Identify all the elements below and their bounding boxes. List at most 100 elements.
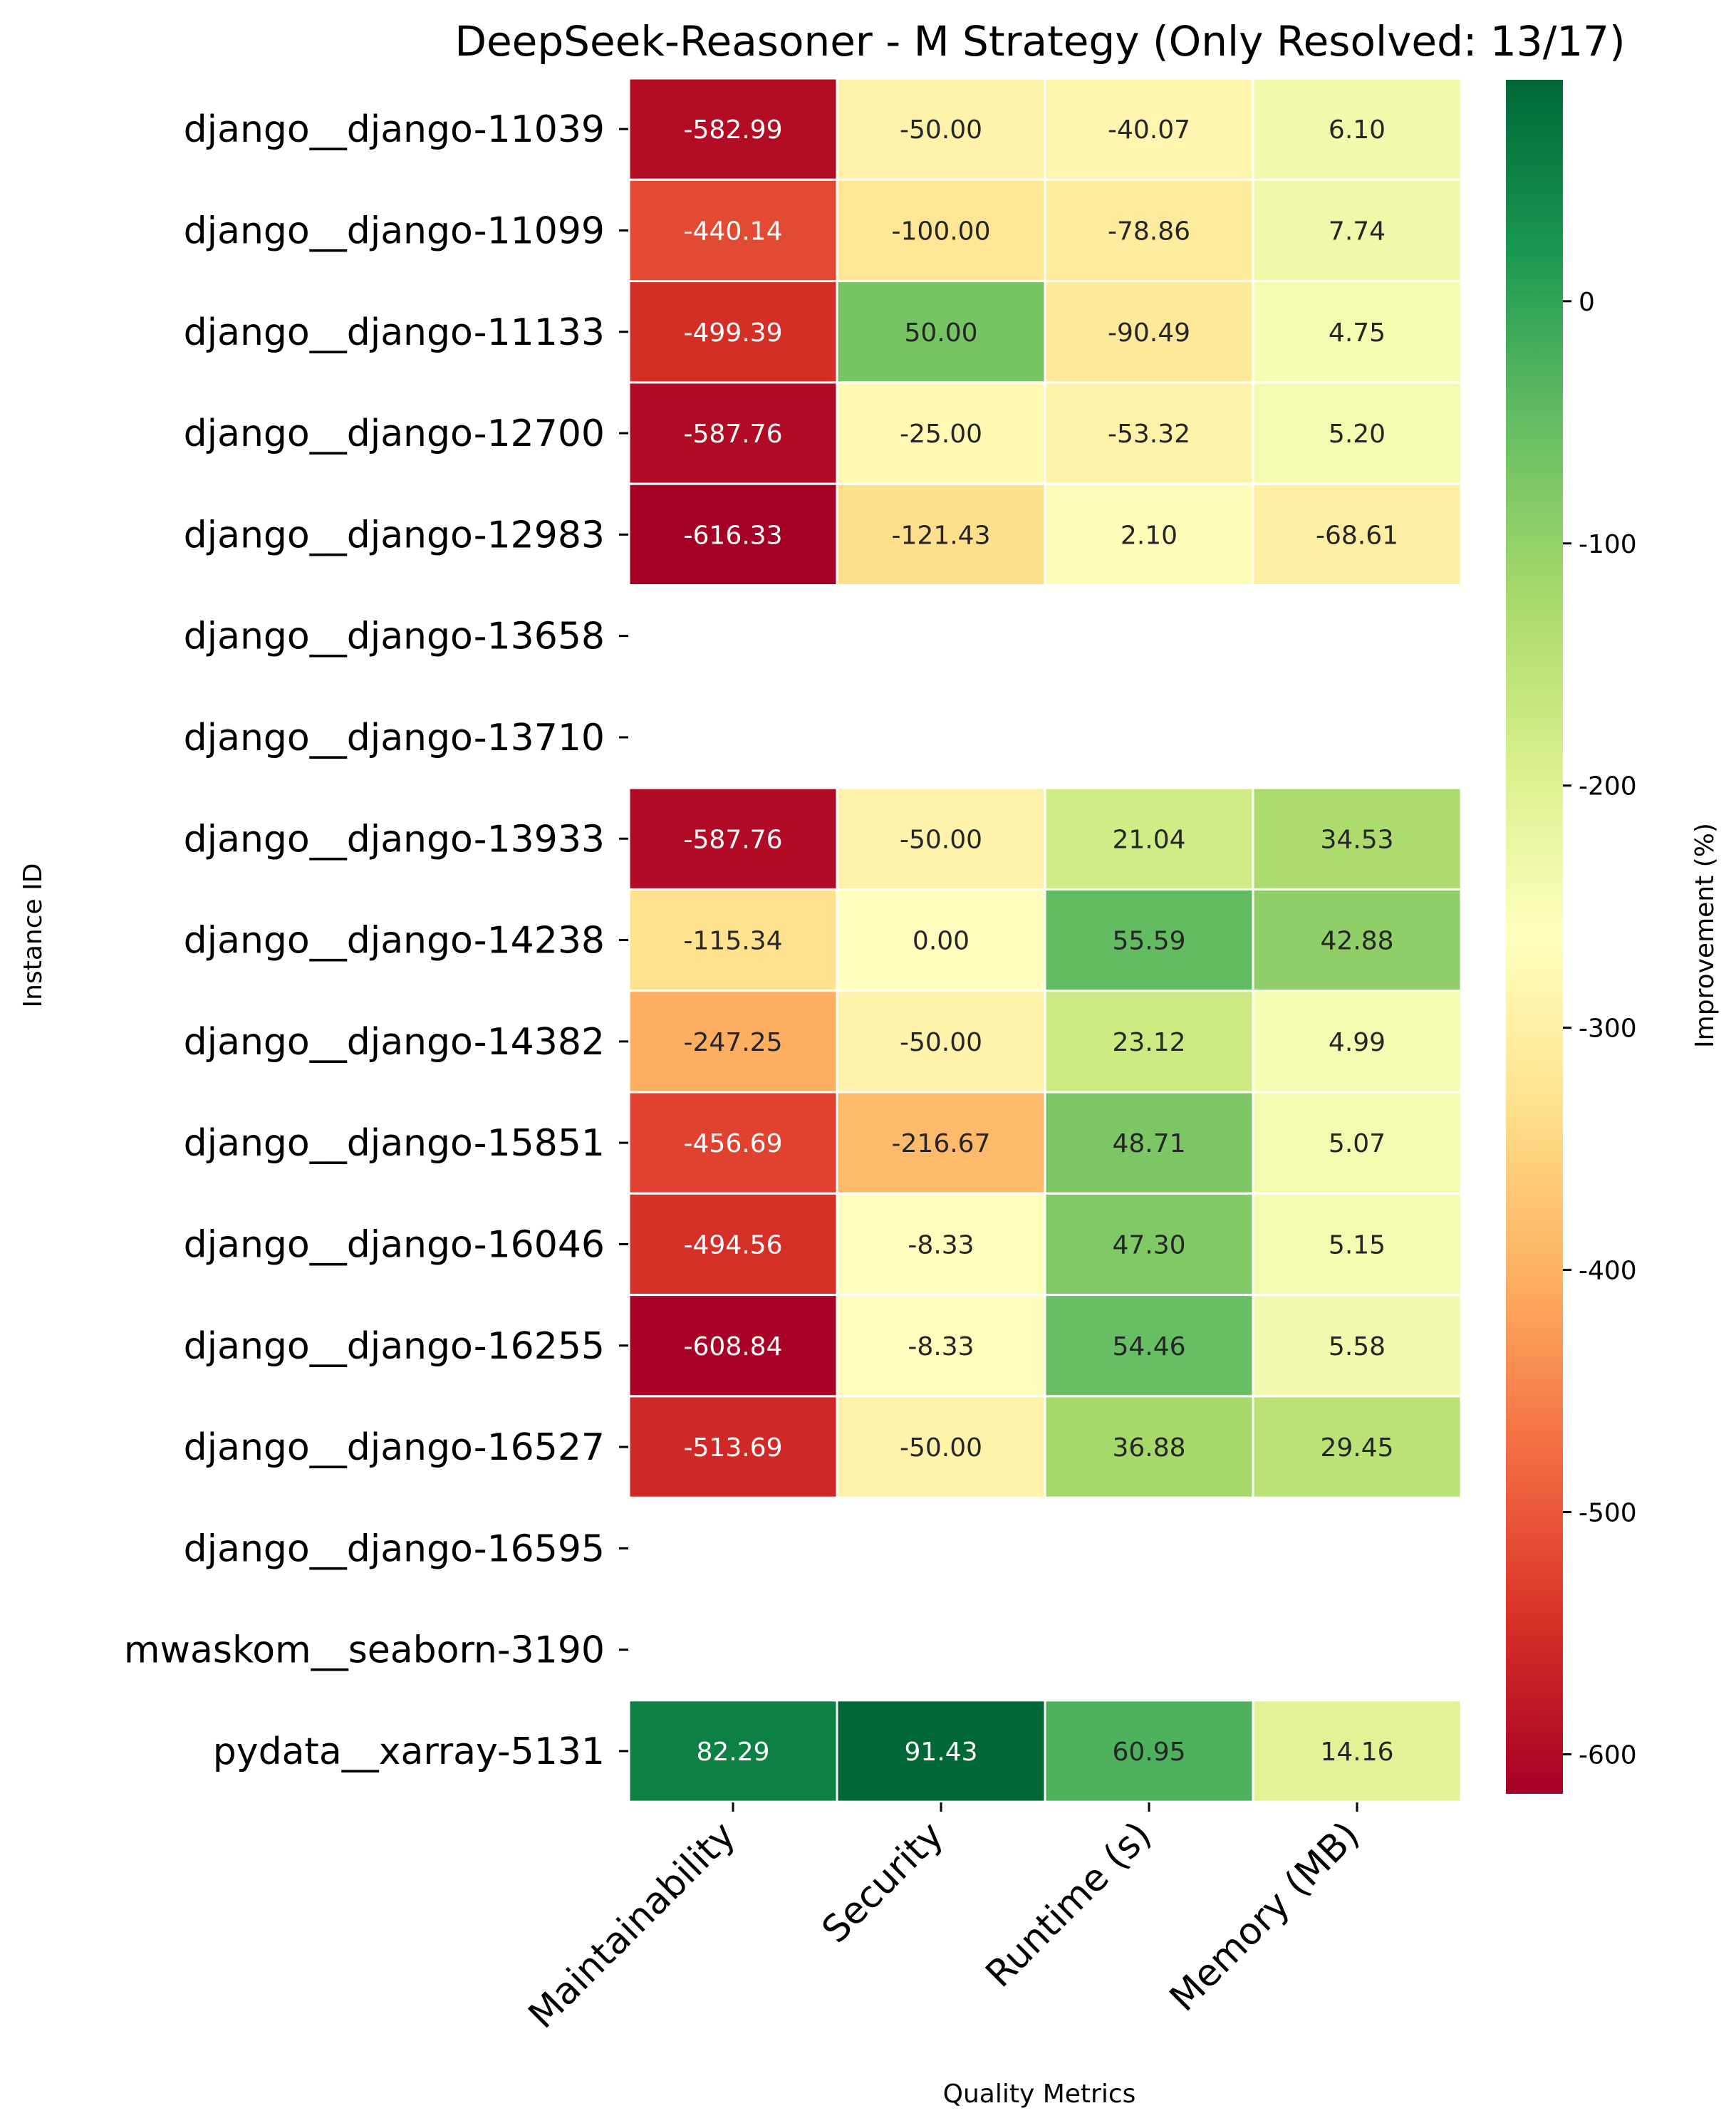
cell-value-label: 5.20 <box>1329 420 1386 449</box>
cell-value-label: -456.69 <box>684 1129 783 1158</box>
heatmap-cell <box>1252 381 1462 485</box>
cell-value-label: -513.69 <box>684 1433 783 1463</box>
heatmap-cells: -582.99 -50.00 -40.07 6.10 -440.14 -100.00 -78… <box>628 77 1462 1803</box>
heatmap-cell <box>1252 280 1462 384</box>
heatmap-cell <box>628 888 838 992</box>
cell-value-label: 7.74 <box>1329 217 1386 246</box>
heatmap-cell <box>836 1395 1046 1499</box>
y-tick-label: django__django-16046 <box>184 1223 605 1266</box>
colorbar-tick-label: -500 <box>1579 1499 1637 1528</box>
cell-value-label: 5.15 <box>1329 1230 1386 1260</box>
y-tick-label: django__django-16527 <box>184 1426 605 1469</box>
cell-value-label: -121.43 <box>892 521 991 550</box>
cell-value-label: -78.86 <box>1108 217 1190 246</box>
cell-value-label: 82.29 <box>696 1738 769 1767</box>
heatmap-cell <box>1252 1699 1462 1803</box>
colorbar-label: Improvement (%) <box>1690 823 1720 1048</box>
heatmap-cell <box>836 787 1046 891</box>
heatmap-cell <box>1044 1294 1254 1398</box>
y-axis-label: Instance ID <box>19 863 48 1008</box>
heatmap-cell <box>628 482 838 587</box>
cell-value-label: -587.76 <box>684 825 783 854</box>
cell-value-label: 4.75 <box>1329 318 1386 348</box>
colorbar-tick-label: -100 <box>1579 530 1637 559</box>
heatmap-cell <box>628 1395 838 1499</box>
cell-value-label: 5.07 <box>1329 1129 1386 1158</box>
y-tick-label: django__django-13658 <box>184 616 605 658</box>
cell-value-label: 29.45 <box>1320 1433 1393 1463</box>
colorbar-tick-label: -300 <box>1579 1014 1637 1044</box>
heatmap-cell <box>628 787 838 891</box>
cell-value-label: -616.33 <box>684 521 783 550</box>
cell-value-label: -440.14 <box>684 217 783 246</box>
heatmap-cell <box>1044 888 1254 992</box>
x-tick-label: Runtime (s) <box>978 1814 1160 1996</box>
cell-value-label: 36.88 <box>1112 1433 1185 1463</box>
y-tick-label: django__django-14382 <box>184 1021 605 1064</box>
cell-value-label: -494.56 <box>684 1230 783 1260</box>
heatmap-cell <box>1044 1699 1254 1803</box>
x-axis-label: Quality Metrics <box>943 2080 1136 2109</box>
row-labels: django__django-11039 django__django-11099… <box>124 108 628 1773</box>
cell-value-label: 23.12 <box>1112 1028 1185 1057</box>
cell-value-label: -8.33 <box>908 1332 974 1361</box>
cell-value-label: -90.49 <box>1108 318 1190 348</box>
cell-value-label: 48.71 <box>1112 1129 1185 1158</box>
cell-value-label: 42.88 <box>1320 927 1393 956</box>
heatmap-cell <box>1252 1395 1462 1499</box>
cell-value-label: -115.34 <box>684 927 783 956</box>
cell-value-label: 4.99 <box>1329 1028 1386 1057</box>
y-tick-label: django__django-12700 <box>184 412 605 455</box>
cell-value-label: 50.00 <box>904 318 977 348</box>
cell-value-label: 21.04 <box>1112 825 1185 854</box>
cell-value-label: 0.00 <box>913 927 970 956</box>
column-labels: Maintainability Security Runtime (s) Memory… <box>521 1802 1368 2037</box>
cell-value-label: 60.95 <box>1112 1738 1185 1767</box>
cell-value-label: -582.99 <box>684 115 783 145</box>
heatmap-cell <box>836 77 1046 181</box>
y-tick-label: django__django-15851 <box>184 1122 605 1165</box>
cell-value-label: -247.25 <box>684 1028 783 1057</box>
heatmap-cell <box>628 990 838 1094</box>
heatmap-cell <box>628 1192 838 1297</box>
cell-value-label: -587.76 <box>684 420 783 449</box>
heatmap-cell <box>836 280 1046 384</box>
cell-value-label: -608.84 <box>684 1332 783 1361</box>
heatmap-cell <box>836 1192 1046 1297</box>
cell-value-label: 34.53 <box>1320 825 1393 854</box>
heatmap-cell <box>1044 1395 1254 1499</box>
cell-value-label: -50.00 <box>900 115 982 145</box>
y-tick-label: mwaskom__seaborn-3190 <box>124 1629 605 1672</box>
y-tick-label: django__django-16255 <box>184 1325 605 1368</box>
cell-value-label: 47.30 <box>1112 1230 1185 1260</box>
cell-value-label: 2.10 <box>1121 521 1178 550</box>
y-tick-label: django__django-13933 <box>184 818 605 861</box>
y-tick-label: django__django-11039 <box>184 108 605 151</box>
heatmap-cell <box>836 482 1046 587</box>
x-tick-label: Security <box>814 1814 952 1951</box>
y-tick-label: django__django-11099 <box>184 209 605 252</box>
heatmap-cell <box>628 1699 838 1803</box>
y-tick-label: django__django-13710 <box>184 717 605 759</box>
heatmap-cell <box>836 381 1046 485</box>
heatmap-cell <box>1044 1192 1254 1297</box>
cell-value-label: -8.33 <box>908 1230 974 1260</box>
heatmap-cell <box>1044 787 1254 891</box>
colorbar-tick-label: -200 <box>1579 772 1637 801</box>
cell-value-label: 14.16 <box>1320 1738 1393 1767</box>
cell-value-label: -216.67 <box>892 1129 991 1158</box>
y-tick-label: django__django-16595 <box>184 1527 605 1570</box>
cell-value-label: -50.00 <box>900 1028 982 1057</box>
x-tick-label: Maintainability <box>521 1814 744 2037</box>
cell-value-label: -50.00 <box>900 1433 982 1463</box>
heatmap-cell <box>1252 1091 1462 1195</box>
heatmap-cell <box>1044 990 1254 1094</box>
cell-value-label: -53.32 <box>1108 420 1190 449</box>
heatmap-cell <box>1252 888 1462 992</box>
y-tick-label: django__django-12983 <box>184 514 605 556</box>
x-tick-label: Memory (MB) <box>1162 1814 1368 2020</box>
cell-value-label: -50.00 <box>900 825 982 854</box>
colorbar-tick-label: -400 <box>1579 1257 1637 1286</box>
chart-title: DeepSeek-Reasoner - M Strategy (Only Res… <box>454 17 1625 66</box>
